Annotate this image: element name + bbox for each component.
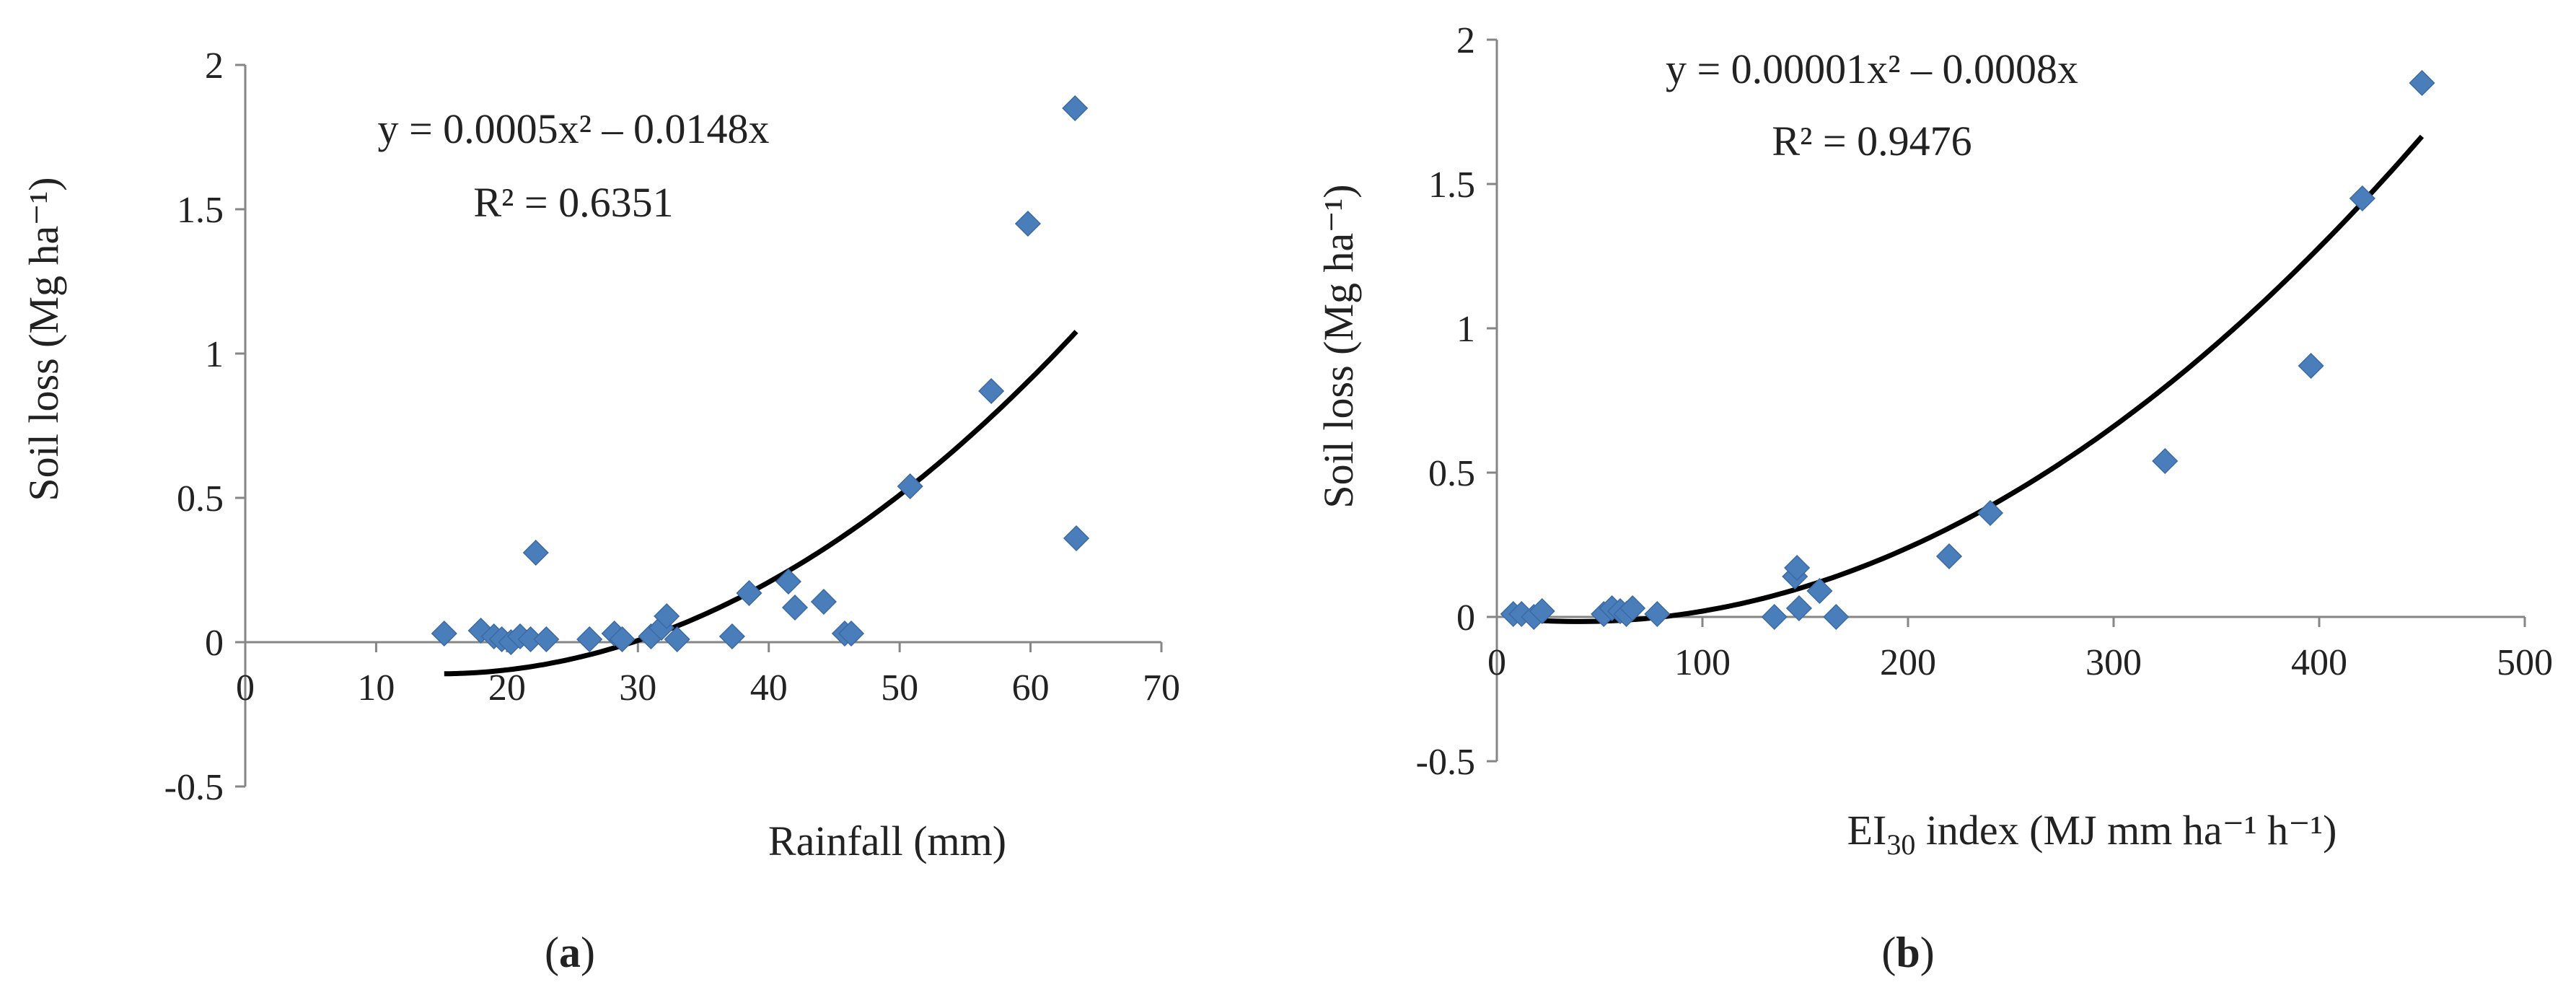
x-tick-label-a: 0: [236, 667, 255, 709]
trendline-a: [444, 330, 1078, 677]
data-point-a: [1063, 525, 1090, 552]
data-point-b: [1529, 597, 1555, 625]
data-point-b: [2409, 69, 2435, 97]
data-point-a: [897, 473, 923, 500]
panel-label-b: (b): [1881, 929, 1934, 976]
x-tick-label-a: 40: [750, 667, 788, 709]
data-point-a: [810, 588, 837, 615]
x-tick-label-a: 30: [619, 667, 656, 709]
y-tick-label-a: 0.5: [177, 478, 224, 520]
x-tick-label-b: 200: [1880, 642, 1936, 683]
y-tick-label-a: -0.5: [164, 767, 224, 808]
x-tick-label-a: 60: [1012, 667, 1050, 709]
data-point-a: [431, 620, 457, 647]
y-tick-label-b: -0.5: [1416, 742, 1475, 783]
data-point-b: [1977, 499, 2004, 527]
data-point-a: [522, 539, 549, 566]
x-tick-label-b: 100: [1674, 642, 1731, 683]
data-point-b: [1823, 603, 1850, 631]
data-point-b: [1644, 600, 1671, 628]
y-tick-label-a: 1: [205, 334, 224, 375]
data-point-a: [609, 626, 636, 653]
x-tick-label-a: 70: [1143, 667, 1180, 709]
panel-label-a: (a): [545, 929, 595, 976]
r-squared-b: R² = 0.9476: [1772, 118, 1971, 165]
x-tick-label-b: 500: [2497, 642, 2553, 683]
data-point-a: [576, 626, 603, 653]
data-point-b: [1806, 577, 1833, 605]
y-tick-label-a: 1.5: [177, 190, 224, 231]
data-point-b: [2152, 447, 2179, 475]
x-tick-label-a: 50: [881, 667, 918, 709]
trendline-b: [1513, 134, 2425, 624]
y-tick-label-b: 1: [1456, 309, 1475, 350]
x-tick-label-a: 20: [488, 667, 526, 709]
y-tick-label-b: 1.5: [1428, 165, 1475, 206]
data-point-a: [533, 626, 560, 653]
y-tick-label-b: 0.5: [1428, 453, 1475, 494]
y-tick-label-b: 0: [1456, 597, 1475, 639]
x-axis-title-a: Rainfall (mm): [768, 818, 1006, 864]
y-tick-label-b: 2: [1456, 20, 1475, 61]
x-tick-label-b: 0: [1487, 642, 1506, 683]
data-point-b: [1761, 603, 1788, 631]
data-point-b: [1785, 595, 1813, 622]
data-point-a: [838, 620, 865, 647]
x-tick-label-b: 300: [2085, 642, 2142, 683]
data-point-b: [2298, 352, 2324, 380]
plot-area-b: -0.5 0 0.5 1 1.5 2 0 100 200 300 400 500: [1416, 20, 2553, 783]
data-point-a: [664, 626, 690, 653]
data-point-a: [718, 623, 745, 650]
x-tick-label-b: 400: [2291, 642, 2347, 683]
y-axis-title-b: Soil loss (Mg ha⁻¹): [1315, 184, 1362, 508]
y-axis-title-a: Soil loss (Mg ha⁻¹): [20, 177, 67, 501]
data-point-a: [1014, 210, 1042, 237]
data-point-a: [775, 568, 801, 595]
trendline-equation-b: y = 0.00001x² – 0.0008x: [1666, 45, 2078, 92]
data-point-b: [1784, 554, 1811, 582]
trendline-equation-a: y = 0.0005x² – 0.0148x: [377, 105, 769, 152]
data-point-b: [2349, 185, 2375, 212]
data-point-a: [1062, 95, 1089, 122]
x-tick-label-a: 10: [357, 667, 395, 709]
data-point-a: [978, 377, 1005, 405]
y-tick-label-a: 0: [205, 623, 224, 664]
x-axis-title-b: EI30 index (MJ mm ha⁻¹ h⁻¹): [1847, 807, 2337, 861]
r-squared-a: R² = 0.6351: [473, 179, 673, 226]
panel-a: -0.500.511.520 10 20 30 40 50 60 70 y = 0.0005x…: [20, 45, 1180, 976]
data-point-a: [781, 594, 809, 621]
y-tick-label-a: 2: [205, 45, 224, 87]
data-point-b: [1935, 543, 1963, 570]
data-point-b: [1619, 595, 1646, 622]
plot-area-a: -0.500.511.520 10 20 30 40 50 60 70: [164, 45, 1180, 808]
panel-b: -0.5 0 0.5 1 1.5 2 0 100 200 300 400 500 y = 0.0000…: [1315, 20, 2553, 976]
data-point-a: [736, 579, 762, 607]
data-point-a: [654, 602, 680, 630]
